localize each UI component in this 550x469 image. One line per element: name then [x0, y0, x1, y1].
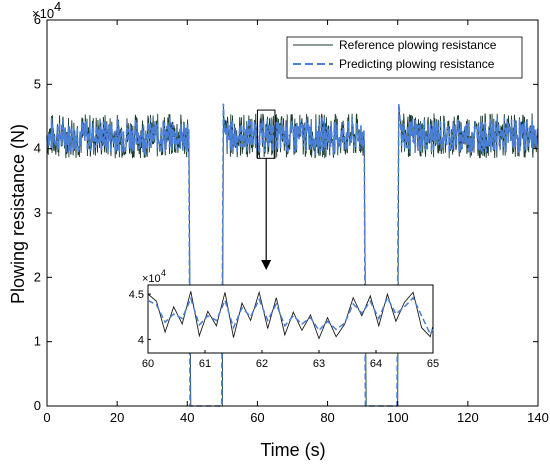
- inset-x-tick-label: 65: [427, 358, 439, 370]
- axis-labels: Time (s) Plowing resistance (N) ×10 4: [8, 0, 326, 460]
- y-exponent-base: ×10: [32, 6, 54, 21]
- x-tick-label: 100: [387, 410, 409, 425]
- inset-x-tick-label: 60: [142, 358, 154, 370]
- x-tick-label: 40: [180, 410, 194, 425]
- y-tick-label: 2: [34, 269, 41, 284]
- x-tick-label: 0: [43, 410, 50, 425]
- zoom-arrow-head: [261, 260, 272, 270]
- x-tick-label: 120: [457, 410, 479, 425]
- x-tick-label: 80: [320, 410, 334, 425]
- y-tick-label: 4: [34, 141, 41, 156]
- legend: Reference plowing resistance Predicting p…: [286, 36, 523, 79]
- legend-label: Predicting plowing resistance: [339, 57, 495, 71]
- y-axis-label: Plowing resistance (N): [8, 124, 28, 304]
- y-tick-label: 3: [34, 205, 41, 220]
- inset-exponent-power: 4: [161, 268, 166, 278]
- y-tick-label: 0: [34, 398, 41, 413]
- y-tick-label: 1: [34, 334, 41, 349]
- inset-y-tick-label: 4: [138, 334, 144, 346]
- series-predicting-line: [46, 103, 539, 407]
- y-tick-label: 6: [34, 12, 41, 27]
- inset-x-tick-label: 63: [313, 358, 325, 370]
- inset-x-tick-label: 62: [256, 358, 268, 370]
- legend-label: Reference plowing resistance: [339, 38, 497, 52]
- legend-box: [286, 36, 523, 79]
- inset-y-tick-label: 4.5: [129, 289, 144, 301]
- inset-x-tick-label: 64: [370, 358, 382, 370]
- x-tick-label: 140: [527, 410, 549, 425]
- series-reference-line: [46, 106, 539, 407]
- inset-x-tick-label: 61: [199, 358, 211, 370]
- y-tick-label: 5: [34, 76, 41, 91]
- x-axis-label: Time (s): [260, 440, 325, 460]
- x-tick-label: 20: [110, 410, 124, 425]
- x-tick-label: 60: [250, 410, 264, 425]
- inset-predicting-line: [147, 295, 434, 336]
- main-plot: 0 20 40 60 80 100 120 140 0 1 2 3 4 5 6: [34, 12, 549, 425]
- inset-exponent-base: ×10: [142, 273, 161, 285]
- y-exponent-power: 4: [54, 0, 61, 14]
